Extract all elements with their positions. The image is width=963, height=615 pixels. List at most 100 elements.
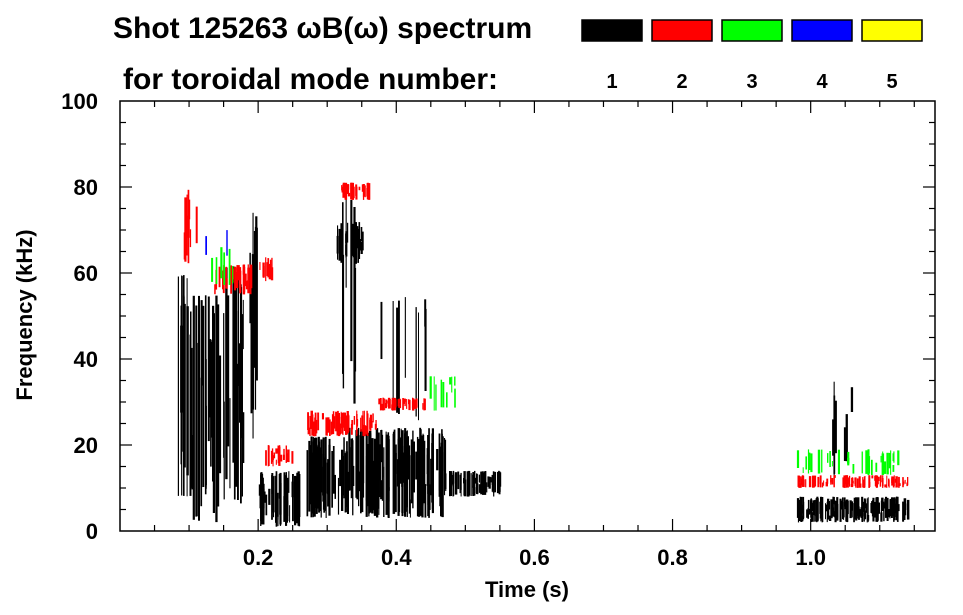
spectrum-mark [235, 288, 238, 428]
spectrum-mark [370, 433, 372, 466]
spectrum-mark [264, 491, 266, 503]
spectrum-mark [339, 459, 342, 487]
spectrum-mark [375, 420, 377, 428]
x-tick-label: 1.0 [795, 545, 826, 570]
spectrum-mark [807, 449, 810, 474]
spectrum-mark [393, 439, 395, 467]
legend-swatch [791, 19, 853, 42]
spectrum-mark [895, 476, 897, 488]
spectrum-mark [279, 472, 282, 525]
spectrum-region [189, 295, 225, 523]
spectrum-mark [342, 412, 345, 428]
y-axis-label: Frequency (kHz) [12, 229, 37, 400]
spectrum-mark [325, 417, 328, 436]
spectrum-mark [286, 500, 289, 517]
spectrum-mark [283, 475, 286, 518]
spectrum-mark [211, 257, 214, 282]
spectrum-mark [868, 475, 871, 487]
spectrum-mark [412, 400, 415, 411]
spectrum-mark [364, 185, 366, 198]
spectrum-mark [867, 497, 869, 523]
spectrum-mark [267, 445, 269, 467]
spectrum-mark [314, 482, 316, 504]
spectrum-mark [386, 446, 389, 494]
spectrum-mark [810, 500, 812, 513]
spectrum-mark [368, 183, 371, 200]
spectrum-mark [826, 478, 829, 484]
spectrum-mark [337, 477, 340, 515]
spectrum-mark [481, 474, 483, 484]
spectrum-mark [232, 265, 234, 284]
spectrum-mark [810, 512, 813, 518]
spectrum-mark [820, 496, 823, 506]
spectrum-mark [408, 399, 410, 405]
spectrum-mark [811, 515, 814, 522]
spectrum-mark [358, 471, 361, 492]
spectrum-mark [454, 388, 456, 408]
spectrum-mark [342, 254, 345, 389]
spectrum-mark [883, 461, 887, 474]
x-tick-label: 0.6 [519, 545, 550, 570]
spectrum-mark [366, 182, 368, 190]
spectrum-mark [394, 452, 397, 513]
spectrum-mark [805, 456, 807, 470]
spectrum-mark [882, 451, 884, 475]
spectrum-mark [845, 414, 848, 462]
spectrum-mark [229, 398, 231, 489]
spectrum-mark [383, 466, 385, 517]
spectrum-mark [312, 414, 314, 434]
spectrum-mark [861, 451, 863, 474]
spectrum-mark [800, 496, 803, 522]
spectrum-mark [807, 499, 810, 514]
spectrum-mark [259, 262, 261, 270]
spectrum-mark [361, 231, 364, 251]
spectrum-mark [843, 427, 846, 461]
spectrum-mark [239, 267, 242, 294]
spectrum-mark [314, 437, 316, 492]
spectrum-mark [802, 475, 804, 487]
spectrum-mark [813, 475, 816, 488]
spectrum-mark [842, 497, 844, 520]
spectrum-mark [347, 192, 351, 197]
spectrum-mark [338, 413, 341, 420]
spectrum-mark [332, 411, 335, 432]
spectrum-mark [392, 301, 394, 399]
spectrum-mark [441, 436, 444, 518]
spectrum-mark [446, 392, 448, 408]
spectrum-mark [451, 376, 453, 393]
spectrum-mark [796, 498, 799, 518]
spectrum-mark [857, 497, 860, 515]
spectrum-mark [843, 475, 846, 488]
spectrum-mark [313, 441, 315, 487]
x-axis-label: Time (s) [485, 577, 569, 602]
spectrum-mark [852, 477, 854, 487]
spectrum-region [183, 189, 198, 264]
legend-label: 5 [886, 71, 897, 93]
spectrum-mark [488, 476, 491, 489]
spectrum-mark [486, 482, 488, 493]
spectrum-mark [381, 434, 384, 501]
spectrum-mark [358, 239, 361, 251]
spectrum-mark [889, 499, 891, 519]
spectrum-mark [412, 397, 414, 411]
spectrum-mark [230, 265, 232, 294]
spectrum-mark [498, 470, 500, 481]
spectrum-mark [306, 450, 309, 517]
spectrum-mark [355, 222, 357, 264]
spectrum-mark [366, 188, 368, 197]
spectrum-mark [363, 410, 365, 437]
spectrum-mark [350, 200, 353, 362]
spectrum-mark [889, 498, 892, 517]
spectrum-mark [886, 475, 888, 488]
x-tick-label: 0.8 [657, 545, 688, 570]
spectrum-region [796, 449, 900, 476]
spectrum-mark [408, 399, 411, 411]
spectrum-region [832, 381, 854, 477]
spectrum-mark [869, 482, 871, 487]
spectrum-mark [881, 478, 884, 487]
spectrum-mark [821, 449, 823, 473]
spectrum-mark [419, 460, 422, 513]
spectrum-mark [857, 507, 860, 515]
spectrum-mark [850, 483, 853, 488]
spectrum-mark [872, 497, 875, 522]
